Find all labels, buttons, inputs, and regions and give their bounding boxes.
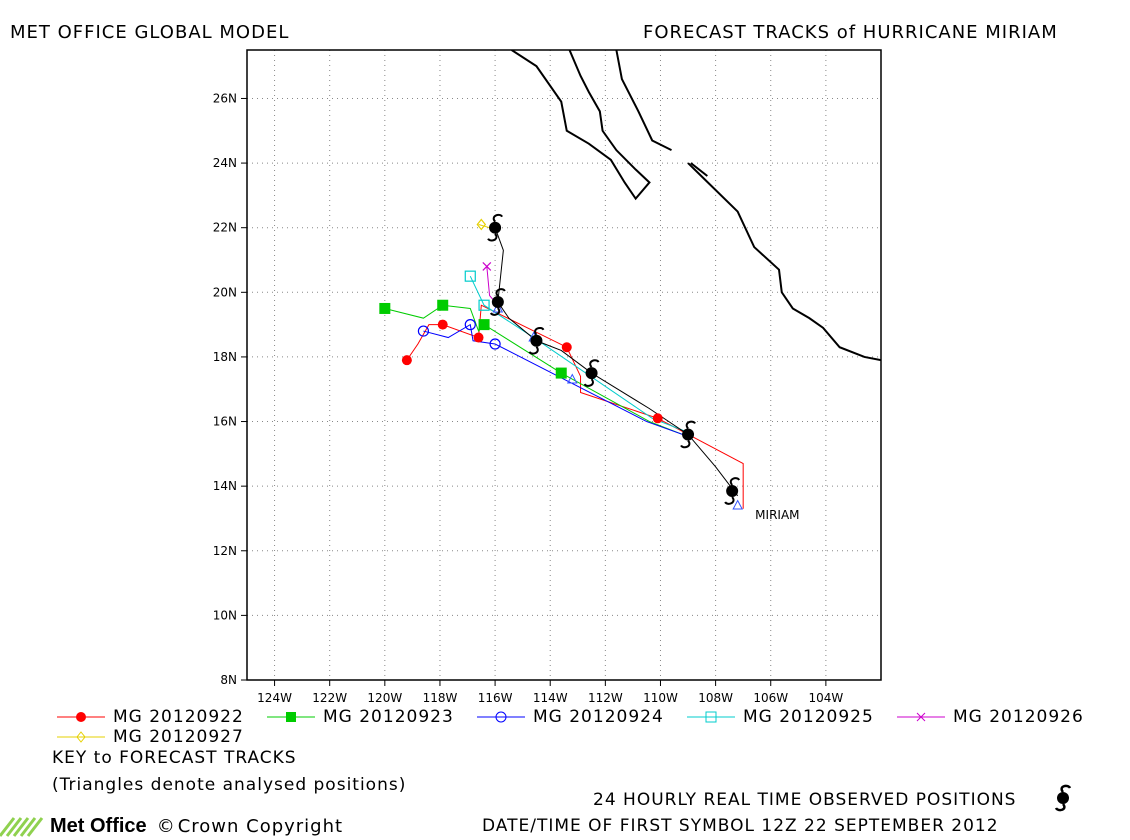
x-tick-label: 104W bbox=[808, 691, 843, 705]
hurricane-symbol-arm bbox=[589, 359, 600, 368]
hurricane-symbol-arm bbox=[724, 496, 735, 505]
y-tick-label: 10N bbox=[213, 608, 237, 622]
hurricane-symbol bbox=[726, 485, 739, 497]
forecast-track-line bbox=[406, 304, 744, 509]
legend-label: MG 20120922 bbox=[113, 707, 244, 727]
forecast-marker bbox=[437, 319, 448, 330]
y-tick-label: 20N bbox=[213, 285, 237, 299]
legend-label: MG 20120927 bbox=[113, 727, 244, 747]
legend-swatch bbox=[57, 731, 105, 743]
storm-label: MIRIAM bbox=[755, 508, 799, 522]
met-office-logo-text: Met Office bbox=[50, 814, 147, 837]
key-label: KEY to FORECAST TRACKS bbox=[52, 748, 297, 768]
y-tick-label: 18N bbox=[213, 350, 237, 364]
coastline bbox=[511, 50, 651, 201]
legend-label: MG 20120923 bbox=[323, 707, 454, 727]
forecast-marker bbox=[417, 325, 430, 337]
legend-item: MG 20120925 bbox=[685, 707, 874, 727]
hurricane-symbol-arm bbox=[583, 378, 594, 387]
x-tick-label: 122W bbox=[312, 691, 347, 705]
hurricane-symbol-arm bbox=[729, 477, 741, 486]
forecast-marker bbox=[561, 342, 572, 353]
forecast-marker bbox=[437, 299, 449, 311]
hurricane-symbol-arm bbox=[495, 288, 506, 297]
forecast-track-chart: 124W 122W 120W 118W 116W 114W 112W 110W 108W 106W… bbox=[213, 49, 882, 705]
forecast-marker bbox=[379, 302, 391, 314]
y-tick-label: 26N bbox=[213, 91, 237, 105]
x-tick-label: 118W bbox=[423, 691, 458, 705]
y-tick-label: 16N bbox=[213, 415, 237, 429]
forecast-marker bbox=[464, 270, 476, 282]
x-tick-label: 114W bbox=[533, 691, 568, 705]
hurricane-symbol-arm bbox=[528, 346, 539, 355]
legend-label: MG 20120925 bbox=[743, 707, 874, 727]
forecast-marker bbox=[478, 299, 490, 311]
hurricane-symbol-arm bbox=[534, 327, 545, 336]
x-tick-label: 112W bbox=[588, 691, 623, 705]
y-tick-label: 12N bbox=[213, 544, 237, 558]
legend-item: MG 20120922 bbox=[55, 707, 244, 727]
hurricane-symbol bbox=[489, 221, 502, 234]
observed-positions-note: 24 HOURLY REAL TIME OBSERVED POSITIONS bbox=[593, 790, 1017, 810]
x-tick-label: 120W bbox=[367, 691, 402, 705]
coastline bbox=[690, 162, 708, 177]
hurricane-symbol-icon bbox=[1054, 784, 1072, 812]
plot-frame bbox=[246, 49, 882, 681]
legend-item: MG 20120923 bbox=[265, 707, 454, 727]
forecast-marker bbox=[473, 332, 484, 343]
hurricane-symbol bbox=[530, 334, 543, 347]
x-tick-label: 110W bbox=[643, 691, 678, 705]
coastline bbox=[615, 50, 672, 152]
met-office-logo: Met Office © Crown Copyright bbox=[0, 812, 343, 840]
legend-label: MG 20120926 bbox=[953, 707, 1084, 727]
forecast-track-line bbox=[423, 323, 683, 435]
first-symbol-datetime: DATE/TIME OF FIRST SYMBOL 12Z 22 SEPTEMB… bbox=[482, 816, 999, 836]
chart-title: FORECAST TRACKS of HURRICANE MIRIAM bbox=[643, 22, 1058, 43]
met-office-logo-icon bbox=[0, 817, 44, 837]
y-tick-label: 24N bbox=[213, 156, 237, 170]
forecast-marker bbox=[476, 218, 487, 231]
hurricane-symbol-arm bbox=[680, 439, 691, 449]
hurricane-symbol-arm bbox=[492, 213, 503, 223]
analysed-position-triangle bbox=[732, 499, 743, 510]
legend-label: MG 20120924 bbox=[533, 707, 664, 727]
forecast-marker bbox=[489, 338, 501, 350]
legend-item: MG 20120927 bbox=[55, 727, 244, 747]
hurricane-symbol bbox=[682, 428, 695, 441]
header-left-title: MET OFFICE GLOBAL MODEL bbox=[10, 22, 290, 43]
y-tick-label: 14N bbox=[213, 479, 237, 493]
legend-swatch bbox=[267, 712, 315, 722]
forecast-marker bbox=[478, 319, 490, 331]
observed-track-line bbox=[494, 227, 739, 497]
x-tick-label: 116W bbox=[478, 691, 513, 705]
legend-swatch bbox=[687, 711, 735, 723]
forecast-marker bbox=[555, 367, 567, 379]
y-tick-label: 22N bbox=[213, 221, 237, 235]
forecast-marker bbox=[401, 355, 412, 366]
hurricane-symbol-arm bbox=[487, 233, 498, 242]
legend-item: MG 20120924 bbox=[475, 707, 664, 727]
hurricane-symbol-arm bbox=[489, 307, 501, 316]
legend-swatch bbox=[477, 711, 525, 723]
forecast-track-line bbox=[384, 304, 683, 435]
forecast-marker bbox=[652, 413, 663, 424]
copyright-text: Crown Copyright bbox=[177, 815, 344, 837]
x-tick-label: 124W bbox=[257, 691, 292, 705]
hurricane-symbol bbox=[491, 296, 504, 308]
triangles-note: (Triangles denote analysed positions) bbox=[52, 775, 407, 795]
legend-item: MG 20120926 bbox=[895, 707, 1084, 727]
x-tick-label: 108W bbox=[698, 691, 733, 705]
hurricane-symbol-arm bbox=[685, 420, 696, 430]
analysed-position-triangle bbox=[492, 302, 504, 313]
x-tick-label: 106W bbox=[753, 691, 788, 705]
legend-swatch bbox=[897, 712, 945, 722]
forecast-marker bbox=[464, 319, 476, 331]
analysed-position-triangle bbox=[566, 373, 578, 384]
forecast-marker bbox=[482, 262, 492, 271]
legend-swatch bbox=[57, 712, 105, 722]
copyright-symbol-icon: © bbox=[156, 815, 176, 837]
coastline bbox=[687, 162, 881, 362]
y-tick-label: 8N bbox=[220, 673, 237, 687]
hurricane-symbol bbox=[585, 367, 598, 380]
